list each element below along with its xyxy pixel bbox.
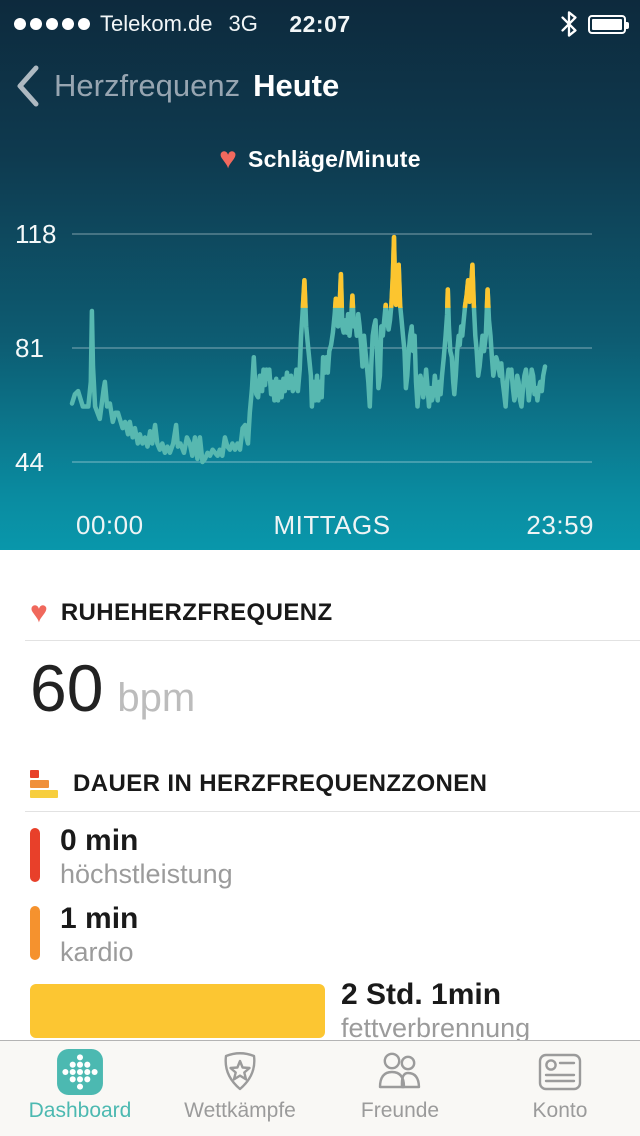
divider xyxy=(25,811,640,812)
zone-row-fatburn: 2 Std. 1min fettverbrennung xyxy=(30,978,640,1044)
tab-freunde[interactable]: Freunde xyxy=(320,1041,480,1136)
bluetooth-icon xyxy=(561,11,577,37)
carrier-label: Telekom.de xyxy=(100,11,213,36)
x-axis-tick-end: 23:59 xyxy=(526,510,594,540)
x-axis-tick-start: 00:00 xyxy=(76,510,144,540)
back-button[interactable]: Herzfrequenz xyxy=(16,65,240,107)
fitbit-dots-icon xyxy=(57,1049,103,1095)
id-card-icon xyxy=(538,1053,582,1091)
heart-icon: ♥ xyxy=(219,142,237,175)
shield-star-icon xyxy=(224,1052,256,1091)
heart-rate-chart[interactable] xyxy=(0,0,640,550)
heart-rate-zones-icon xyxy=(30,770,60,798)
tab-wettkaempfe[interactable]: Wettkämpfe xyxy=(160,1041,320,1136)
x-axis-tick-noon: MITTAGS xyxy=(273,510,391,540)
chevron-left-icon xyxy=(17,65,39,107)
resting-hr-value: 60 xyxy=(30,651,104,725)
main-content: ♥ RUHEHERZFREQUENZ 60 bpm DAUER IN HERZF… xyxy=(0,550,640,1043)
battery-full-icon xyxy=(588,14,629,34)
network-type-label: 3G xyxy=(228,11,258,36)
chart-legend-label: Schläge/Minute xyxy=(247,145,421,172)
nav-bar: Herzfrequenz Heute xyxy=(0,60,640,112)
page-title: Heute xyxy=(253,68,340,103)
zone-row-cardio: 1 min kardio xyxy=(30,902,640,968)
resting-hr-title: RUHEHERZFREQUENZ xyxy=(60,599,333,626)
tab-label: Konto xyxy=(532,1099,588,1122)
y-axis-tick: 81 xyxy=(15,333,44,363)
zone-bar-cardio xyxy=(30,906,40,960)
signal-strength-dots xyxy=(14,18,90,30)
status-bar-right xyxy=(560,11,629,37)
resting-hr-value-row: 60 bpm xyxy=(30,651,640,725)
zone-value: 0 min xyxy=(60,824,139,857)
resting-hr-heading: ♥ RUHEHERZFREQUENZ xyxy=(30,596,640,630)
tab-label: Dashboard xyxy=(28,1099,132,1122)
tab-konto[interactable]: Konto xyxy=(480,1041,640,1136)
zones-title: DAUER IN HERZFREQUENZZONEN xyxy=(73,770,488,797)
chart-legend: ♥ Schläge/Minute xyxy=(0,144,640,174)
heart-icon: ♥ xyxy=(30,596,48,629)
heart-rate-line xyxy=(69,234,548,465)
zone-value: 1 min xyxy=(60,902,139,935)
back-button-label: Herzfrequenz xyxy=(54,68,241,103)
heart-rate-detail-hero: Telekom.de 3G 22:07 Herzfrequenz Heute ♥… xyxy=(0,0,640,550)
zone-bar-peak xyxy=(30,828,40,882)
zone-label: höchstleistung xyxy=(60,859,233,889)
divider xyxy=(25,640,640,641)
zone-row-peak: 0 min höchstleistung xyxy=(30,824,640,890)
zone-value: 2 Std. 1min xyxy=(341,978,502,1011)
zone-label: fettverbrennung xyxy=(341,1013,531,1043)
zone-bar-fatburn xyxy=(30,984,325,1038)
y-axis-tick: 44 xyxy=(15,447,44,477)
resting-hr-unit: bpm xyxy=(117,676,196,720)
tab-bar: Dashboard Wettkämpfe Freunde xyxy=(0,1040,640,1136)
zones-heading: DAUER IN HERZFREQUENZZONEN xyxy=(30,767,640,801)
tab-label: Freunde xyxy=(360,1099,440,1122)
tab-dashboard[interactable]: Dashboard xyxy=(0,1041,160,1136)
zone-label: kardio xyxy=(60,937,134,967)
friends-icon xyxy=(378,1052,421,1089)
y-axis-tick: 118 xyxy=(15,219,57,249)
tab-label: Wettkämpfe xyxy=(184,1099,296,1122)
